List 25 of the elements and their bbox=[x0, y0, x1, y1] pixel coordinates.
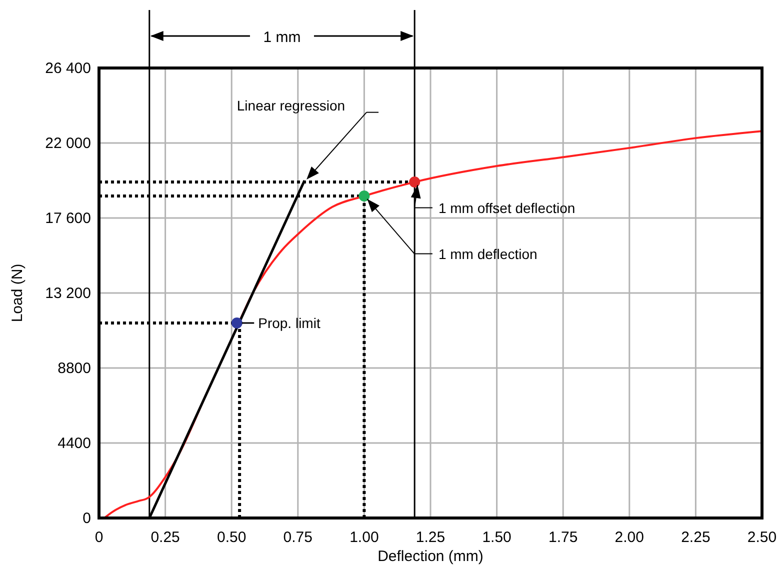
x-axis-title: Deflection (mm) bbox=[378, 548, 484, 565]
x-tick-label: 0.75 bbox=[283, 529, 312, 546]
y-tick-label: 8800 bbox=[58, 360, 91, 377]
annotation: 1 mm deflection bbox=[438, 246, 538, 262]
x-tick-label: 1.50 bbox=[482, 529, 512, 546]
y-tick-label: 4400 bbox=[58, 435, 91, 452]
y-tick-label: 13 200 bbox=[45, 285, 91, 302]
text: 1 mm bbox=[263, 29, 301, 46]
y-tick-label: 17 600 bbox=[45, 210, 91, 227]
y-axis-title: Load (N) bbox=[9, 264, 26, 322]
x-tick-label: 1.25 bbox=[416, 529, 446, 546]
annotation: Linear regression bbox=[236, 97, 346, 114]
x-tick-label: 1.00 bbox=[350, 529, 379, 546]
x-tick-label: 0.25 bbox=[150, 529, 180, 546]
x-tick-label: 1.75 bbox=[548, 529, 578, 546]
annotation: 1 mm offset deflection bbox=[438, 200, 576, 216]
y-tick-label: 26 400 bbox=[45, 60, 91, 77]
x-tick-label: 2.50 bbox=[747, 529, 777, 546]
x-tick-label: 0.50 bbox=[217, 529, 246, 546]
y-tick-label: 22 000 bbox=[45, 135, 91, 152]
annotation: Prop. limit bbox=[258, 315, 320, 331]
x-tick-label: 2.00 bbox=[614, 529, 644, 546]
y-tick-label: 0 bbox=[82, 510, 91, 527]
x-tick-label: 2.25 bbox=[681, 529, 710, 546]
x-tick-label: 0 bbox=[94, 529, 104, 546]
